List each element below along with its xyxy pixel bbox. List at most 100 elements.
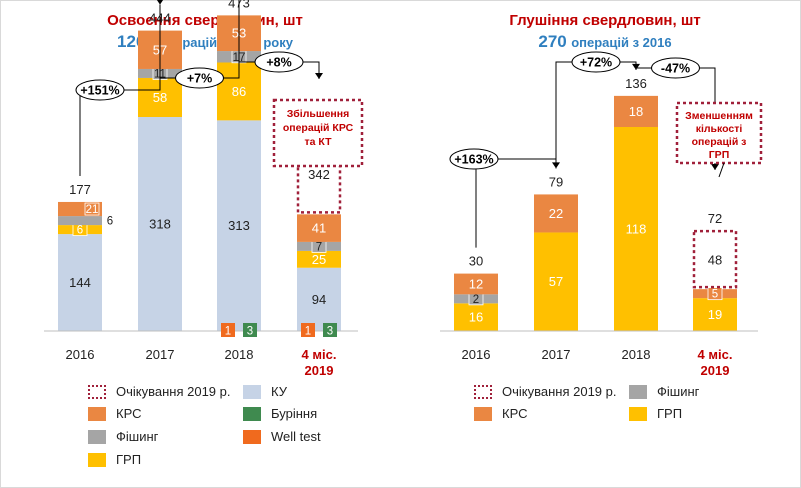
chart1-marker-drilling-1: [323, 323, 337, 337]
chart1-bar-ku-3: [297, 267, 341, 331]
chart2-legend-item-expected: Очікування 2019 р.: [474, 384, 616, 399]
chart2-legend-label-grp: ГРП: [657, 406, 683, 421]
chart2-badge-krs-3: [707, 287, 723, 301]
chart2-annotation-line-1: кількості: [696, 123, 743, 135]
chart1-marker-drilling-value-1: 3: [327, 326, 333, 338]
chart1-legend-swatch-grp: [88, 452, 106, 467]
chart1-value-ku-2: 313: [228, 218, 250, 233]
chart2-legend-item-krs: КРС: [474, 406, 528, 421]
chart1-growth-bubble-0: [75, 79, 125, 101]
chart2-value-krs-0: 12: [469, 276, 483, 291]
chart1-value-krs-0: 21: [86, 204, 99, 216]
chart1-marker-welltest-0: [221, 323, 235, 337]
chart2-legend-item-fishing: Фішинг: [629, 384, 699, 399]
chart1-legend-item-grp: ГРП: [88, 452, 141, 467]
chart2-growth-label-1: +72%: [580, 56, 612, 70]
chart2-bar-grp-0: [454, 303, 498, 331]
chart2-category-3-0: 4 міс.: [698, 347, 733, 362]
chart2-growth-arrow-1: [632, 63, 640, 70]
chart1-marker-welltest-value-1: 1: [305, 326, 311, 338]
chart1-value-grp-3: 25: [312, 252, 326, 267]
chart2-legend-label-expected: Очікування 2019 р.: [502, 384, 617, 399]
chart1-growth-label-0: +151%: [80, 84, 119, 98]
chart2-total-1: 79: [549, 174, 563, 189]
chart1-marker-drilling-0: [243, 323, 257, 337]
chart2-bar-grp-1: [534, 232, 578, 331]
chart2-subtitle-text: операцій з 2016: [571, 35, 672, 50]
chart1-value-ku-1: 318: [149, 217, 171, 232]
chart2-total-0: 30: [469, 254, 483, 269]
chart2-growth-bubble-0: [449, 148, 499, 170]
chart1-legend-item-ku: КУ: [243, 384, 287, 399]
chart2-value-expected-3: 48: [708, 253, 722, 268]
chart2-annotation-line-0: Зменшенням: [685, 110, 753, 122]
chart2-bar-krs-0: [454, 273, 498, 295]
chart2-total-2: 136: [625, 76, 647, 91]
chart1-legend-label-ku: КУ: [271, 384, 287, 399]
chart1-bar-ku-0: [58, 234, 102, 331]
chart1-value-ku-0: 144: [69, 275, 91, 290]
chart2-legend-label-fishing: Фішинг: [657, 384, 700, 399]
chart1-legend-label-fishing: Фішинг: [116, 429, 159, 444]
chart1-growth-bubble-1: [175, 67, 224, 89]
chart2-legend-item-grp: ГРП: [629, 406, 682, 421]
chart1-value-fishing-3: 7: [316, 241, 322, 253]
chart1-legend-swatch-welltest: [243, 429, 261, 444]
chart1-category-3-1: 2019: [305, 363, 334, 378]
chart1-badge-krs-0: [84, 202, 100, 216]
chart2-growth-bubble-2: [651, 57, 700, 79]
chart1-bar-grp-3: [297, 250, 341, 268]
chart1-growth-label-1: +7%: [187, 72, 212, 86]
chart1-annotation-line-2: та КТ: [305, 136, 333, 148]
chart1-total-0: 177: [69, 182, 91, 197]
chart2-category-2-0: 2018: [622, 347, 651, 362]
chart2-subtitle: 270 операцій з 2016: [440, 32, 770, 52]
chart2-growth-label-0: +163%: [454, 153, 493, 167]
chart1-bar-fishing-0: [58, 216, 102, 226]
chart1-bar-ku-1: [138, 117, 182, 331]
chart1-bar-ku-2: [217, 120, 261, 331]
chart2-legend-swatch-grp: [629, 406, 647, 421]
chart1-legend-swatch-expected: [88, 384, 106, 399]
chart1-legend-swatch-ku: [243, 384, 261, 399]
chart1-legend-label-krs: КРС: [116, 406, 142, 421]
chart1-value-grp-0: 6: [77, 225, 83, 237]
chart1-legend-item-expected: Очікування 2019 р.: [88, 384, 230, 399]
chart1-value-fishing-0: 6: [107, 216, 113, 228]
chart1-marker-welltest-1: [301, 323, 315, 337]
chart1-category-1-0: 2017: [146, 347, 175, 362]
chart1-annotation-box: [272, 98, 364, 168]
chart2-value-krs-2: 18: [629, 104, 643, 119]
chart1-value-grp-2: 86: [232, 84, 246, 99]
chart2-legend-swatch-krs: [474, 406, 492, 421]
chart1-legend-swatch-drilling: [243, 406, 261, 421]
chart1-marker-welltest-value-0: 1: [225, 326, 231, 338]
chart2-category-1-0: 2017: [542, 347, 571, 362]
chart1-growth-bubble-2: [254, 51, 304, 73]
chart1-growth-arrow-0: [156, 0, 164, 5]
chart2-legend-label-krs: КРС: [502, 406, 528, 421]
chart2-growth-label-2: -47%: [661, 62, 690, 76]
chart1-legend-label-welltest: Well test: [271, 429, 321, 444]
chart1-category-3-0: 4 міс.: [302, 347, 337, 362]
chart1-legend-swatch-fishing: [88, 429, 106, 444]
chart2-value-krs-1: 22: [549, 206, 563, 221]
chart2-value-grp-0: 16: [469, 310, 483, 325]
chart1-legend-item-drilling: Буріння: [243, 406, 317, 421]
chart2-annotation-pointer: [718, 162, 725, 178]
chart1-value-krs-3: 41: [312, 221, 326, 236]
chart1-legend-label-drilling: Буріння: [271, 406, 318, 421]
chart1-category-2-0: 2018: [225, 347, 254, 362]
chart1-legend-swatch-krs: [88, 406, 106, 421]
chart1-growth-arrow-2: [315, 73, 323, 79]
chart1-category-0-0: 2016: [66, 347, 95, 362]
chart1-growth-label-2: +8%: [266, 56, 291, 70]
chart2-growth-bubble-1: [571, 51, 621, 73]
chart1-value-grp-1: 58: [153, 90, 167, 105]
chart2-bar-krs-1: [534, 194, 578, 233]
chart1-bar-krs-3: [297, 214, 341, 242]
chart2-value-krs-3: 5: [712, 289, 718, 301]
chart2-bar-expected-3: [692, 229, 738, 289]
chart1-value-ku-3: 94: [312, 292, 326, 307]
